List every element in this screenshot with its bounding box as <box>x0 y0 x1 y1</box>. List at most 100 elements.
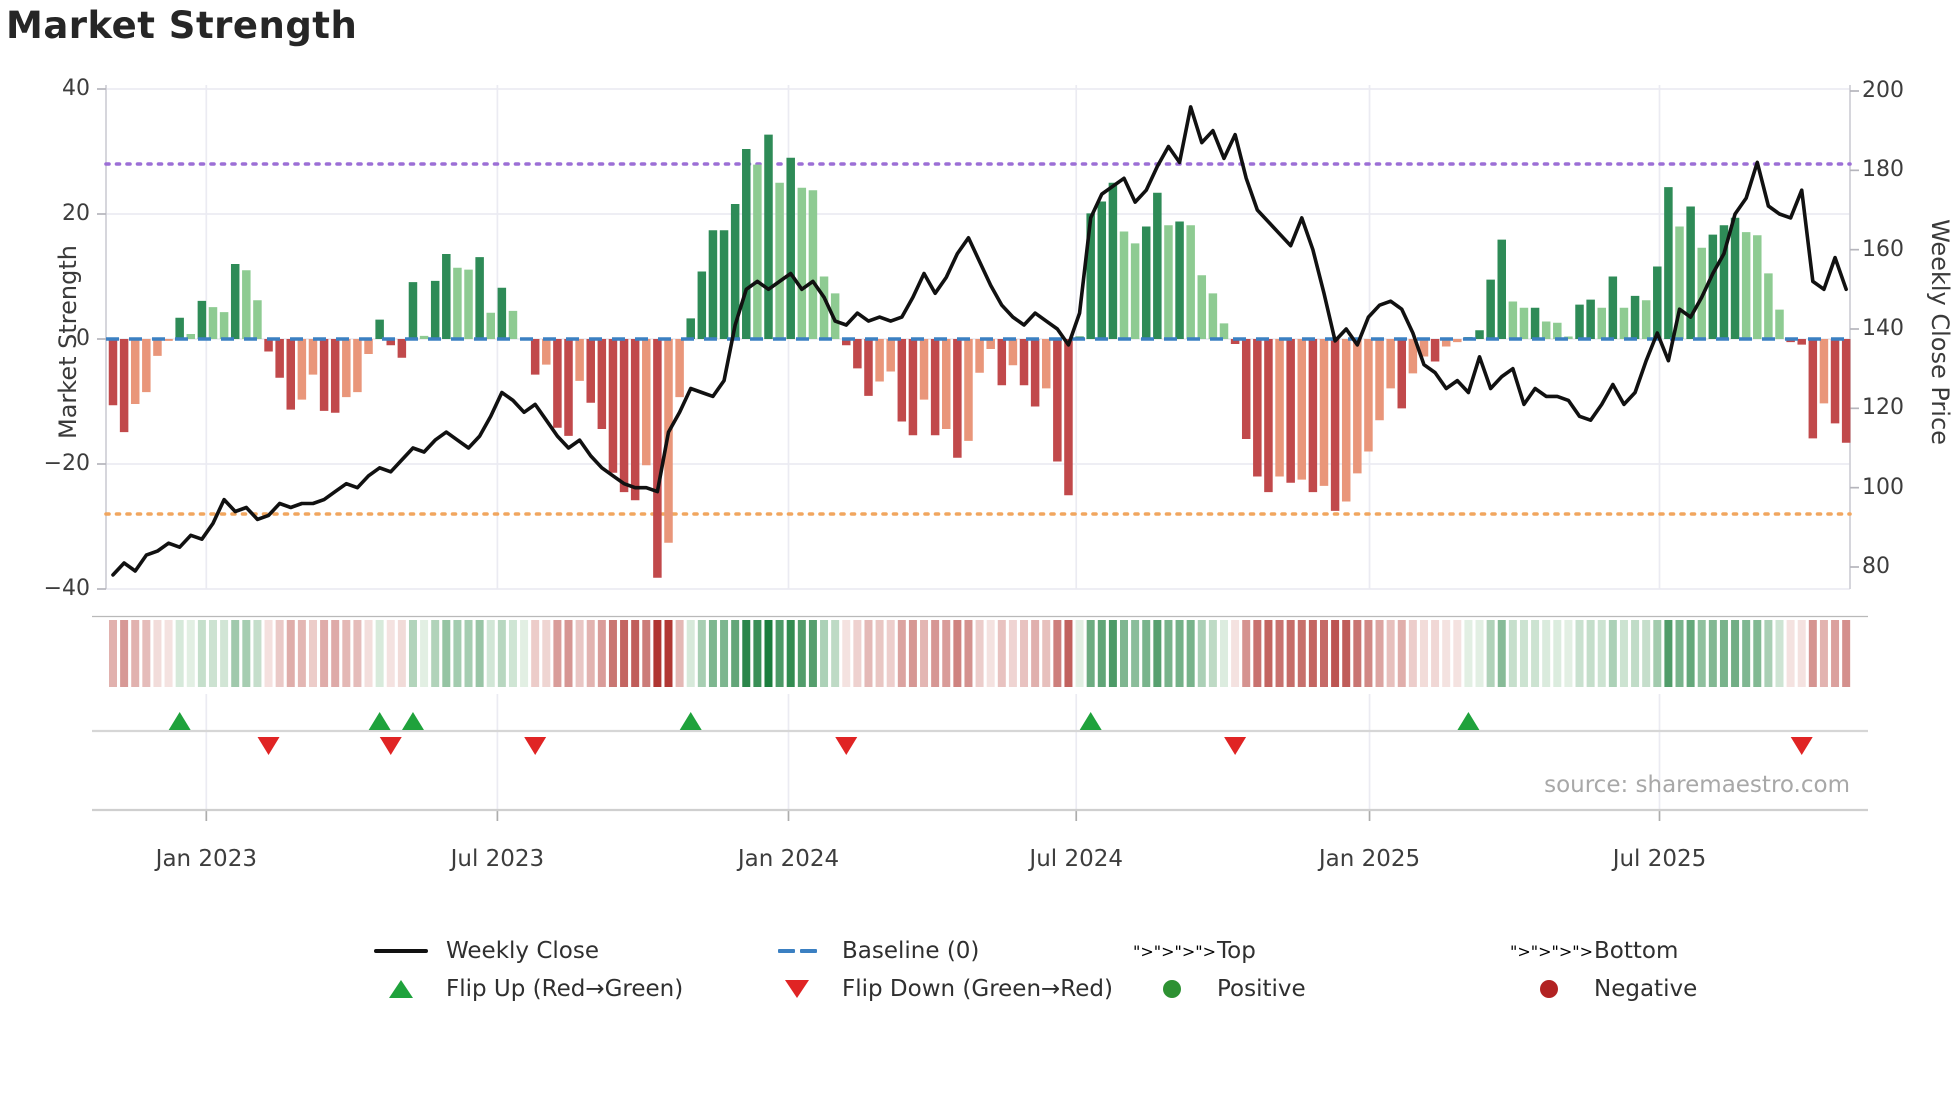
strength-bar <box>942 339 951 429</box>
heatmap-cell <box>1475 620 1484 687</box>
heatmap-cell <box>1153 620 1162 687</box>
heatmap-cell <box>653 620 662 687</box>
heatmap-cell <box>1686 620 1695 687</box>
strength-bar <box>330 339 340 413</box>
strength-bar <box>530 339 540 375</box>
heatmap-cell <box>1242 620 1251 687</box>
heatmap-cell <box>231 620 240 687</box>
strength-bar <box>830 293 840 339</box>
heatmap-cell <box>1675 620 1684 687</box>
heatmap-cell <box>264 620 273 687</box>
heatmap-cell <box>764 620 773 687</box>
heatmap-cell <box>375 620 384 687</box>
strength-bar <box>119 339 129 433</box>
strength-bar <box>486 312 495 339</box>
heatmap-cell <box>753 620 762 687</box>
right-axis-tick-label: 100 <box>1862 474 1904 500</box>
strength-bar <box>1730 217 1740 339</box>
x-axis-tick-label: Jul 2025 <box>1612 846 1707 872</box>
flip-down-marker <box>835 737 858 755</box>
strength-bar <box>1197 275 1207 339</box>
heatmap-cell <box>1097 620 1106 687</box>
heatmap-cell <box>1042 620 1051 687</box>
heatmap-cell <box>908 620 917 687</box>
heatmap-cell <box>1708 620 1717 687</box>
strength-bar <box>208 307 218 339</box>
strength-bar <box>653 339 662 578</box>
heatmap-cell <box>220 620 229 687</box>
heatmap-cell <box>397 620 406 687</box>
strength-bar <box>1764 273 1773 339</box>
strength-bar <box>1297 339 1307 480</box>
heatmap-cell <box>1075 620 1084 687</box>
strength-bar <box>1708 234 1718 339</box>
strength-bar <box>353 339 362 393</box>
strength-bar <box>564 339 573 436</box>
strength-bar <box>675 339 684 398</box>
heatmap-cell <box>520 620 529 687</box>
strength-bar <box>1619 307 1629 339</box>
baseline-dash-icon <box>768 939 826 963</box>
heatmap-cell <box>1797 620 1806 687</box>
right-axis-tick-label: 180 <box>1862 157 1904 183</box>
strength-bar <box>686 318 695 339</box>
strength-bar <box>619 339 629 493</box>
strength-bar <box>386 339 395 346</box>
heatmap-cell <box>1519 620 1528 687</box>
strength-bar <box>375 319 384 339</box>
heatmap-cell <box>1419 620 1428 687</box>
strength-bar <box>342 339 351 398</box>
weekly-close-line <box>111 105 1848 577</box>
strength-bar <box>1364 339 1373 452</box>
flip-down-marker <box>524 737 547 755</box>
heatmap-cell <box>1331 620 1340 687</box>
flip-down-marker <box>1790 737 1813 755</box>
strength-bar <box>242 270 251 339</box>
flip-up-triangle-icon <box>372 977 430 1001</box>
strength-bar <box>875 339 884 382</box>
strength-bar <box>1453 339 1462 343</box>
strength-bar <box>1097 201 1107 339</box>
strength-bar <box>1719 225 1729 339</box>
strength-bar <box>597 339 607 429</box>
heatmap-cell <box>253 620 262 687</box>
heatmap-cell <box>986 620 995 687</box>
heatmap-cell <box>775 620 784 687</box>
strength-bar <box>1408 339 1418 374</box>
heatmap-cell <box>175 620 184 687</box>
heatmap-cell <box>1197 620 1206 687</box>
strength-bar <box>397 339 407 358</box>
strength-bar <box>1219 323 1229 339</box>
strength-bar <box>197 300 207 339</box>
heatmap-cell <box>1386 620 1395 687</box>
heatmap-cell <box>497 620 506 687</box>
heatmap-cell <box>1497 620 1506 687</box>
strength-bar <box>886 339 895 372</box>
heatmap-cell <box>664 620 673 687</box>
heatmap-cell <box>164 620 173 687</box>
heatmap-cell <box>575 620 584 687</box>
strength-bar <box>1753 235 1762 339</box>
heatmap-cell <box>608 620 617 687</box>
strength-bar <box>108 339 118 406</box>
strength-bar <box>164 339 173 341</box>
strength-bar <box>986 339 995 349</box>
strength-bar <box>142 339 151 393</box>
heatmap-cell <box>442 620 451 687</box>
heatmap-cell <box>631 620 640 687</box>
flip-down-marker <box>379 737 402 755</box>
strength-bar <box>275 339 284 378</box>
heatmap-cell <box>131 620 140 687</box>
strength-bar <box>1019 339 1029 386</box>
heatmap-cell <box>831 620 840 687</box>
strength-bar <box>764 134 773 339</box>
heatmap-cell <box>1342 620 1351 687</box>
heatmap-cell <box>1220 620 1228 687</box>
strength-bar <box>908 339 918 436</box>
strength-bar <box>1830 339 1840 424</box>
heatmap-cell <box>1208 620 1217 687</box>
heatmap-cell <box>731 620 740 687</box>
strength-bar <box>608 339 618 473</box>
